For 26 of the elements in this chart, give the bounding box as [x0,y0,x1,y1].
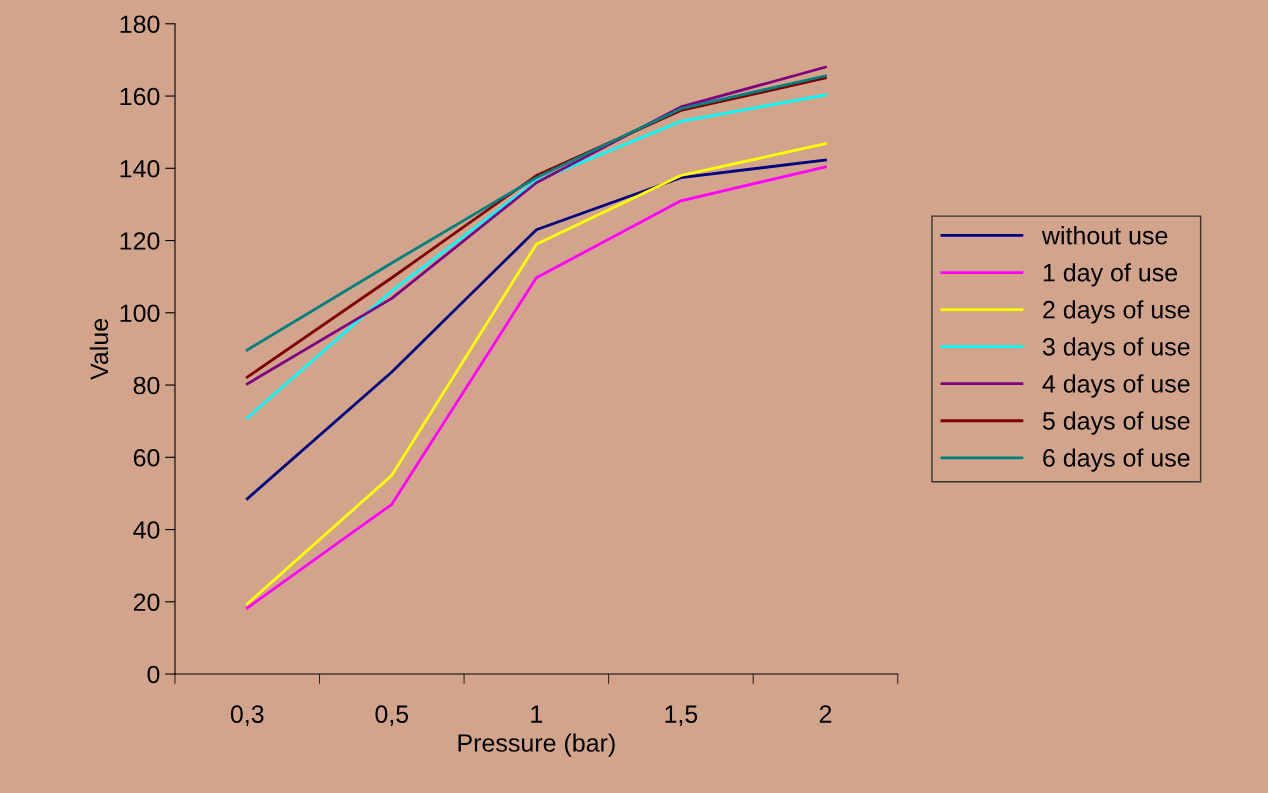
legend-label: 1 day of use [1043,263,1178,287]
legend-label: 6 days of use [1043,448,1190,472]
x-tick-label: 0,5 [375,705,409,726]
legend-label: 2 days of use [1043,300,1190,324]
legend-label: 5 days of use [1042,411,1190,435]
line-series [245,93,827,420]
legend-label: 3 days of use [1042,337,1190,361]
legend-label: without use [1041,226,1168,245]
y-tick-label: 20 [133,593,160,612]
y-tick-label: 120 [120,232,160,250]
y-tick-label: 100 [120,304,160,323]
x-tick-label: 1,5 [665,705,698,726]
x-tick-label: 1 [531,705,543,723]
y-tick-label: 140 [120,159,160,178]
x-tick-label: 0,3 [230,705,264,726]
x-tick-label: 2 [819,705,832,723]
x-axis-title: Pressure (bar) [458,733,615,757]
y-tick-label: 60 [133,448,160,467]
y-tick-label: 160 [120,87,160,106]
y-tick-label: 40 [133,521,160,539]
legend-label: 4 days of use [1042,374,1190,398]
line-series [245,158,827,501]
y-tick-label: 180 [120,15,160,34]
y-tick-label: 80 [133,376,160,395]
y-axis-title: Value [89,318,109,380]
y-tick-label: 0 [147,665,160,684]
